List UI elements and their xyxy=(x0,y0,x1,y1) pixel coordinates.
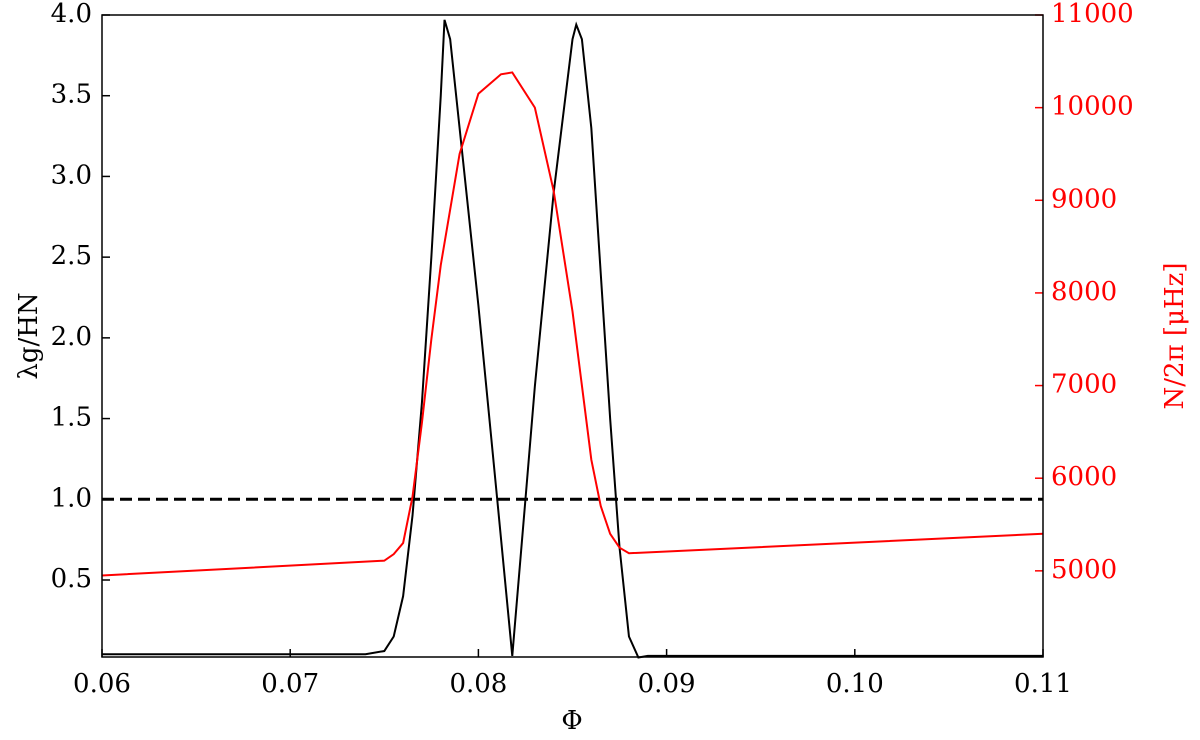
y2-tick-label: 8000 xyxy=(1051,277,1117,307)
x-axis-label: Φ xyxy=(561,706,582,736)
x-tick-label: 0.09 xyxy=(638,669,696,699)
y-tick-label: 1.0 xyxy=(51,483,92,513)
y2-tick-label: 11000 xyxy=(1051,0,1134,29)
y2-axis-label: N/2π [μHz] xyxy=(1160,263,1190,410)
x-tick-label: 0.07 xyxy=(261,669,319,699)
data-line xyxy=(102,19,1043,659)
y-tick-label: 3.5 xyxy=(51,80,92,110)
x-tick-label: 0.08 xyxy=(449,669,507,699)
y2-tick-label: 5000 xyxy=(1051,555,1117,585)
data-line xyxy=(101,71,1044,577)
y2-tick-label: 9000 xyxy=(1051,184,1117,214)
y2-tick-label: 6000 xyxy=(1051,462,1117,492)
plot-frame xyxy=(101,14,1044,658)
y-tick-label: 0.5 xyxy=(51,564,92,594)
y2-tick-label: 10000 xyxy=(1051,92,1134,122)
y-tick-label: 2.5 xyxy=(51,241,92,271)
y-tick-label: 1.5 xyxy=(51,403,92,433)
x-tick-label: 0.06 xyxy=(73,669,131,699)
y-tick-label: 4.0 xyxy=(51,0,92,29)
x-tick-label: 0.11 xyxy=(1014,669,1072,699)
y-axis-label: λg/HN xyxy=(14,292,44,379)
y-tick-label: 3.0 xyxy=(51,160,92,190)
x-tick-label: 0.10 xyxy=(826,669,884,699)
y2-tick-label: 7000 xyxy=(1051,370,1117,400)
y-tick-label: 2.0 xyxy=(51,322,92,352)
